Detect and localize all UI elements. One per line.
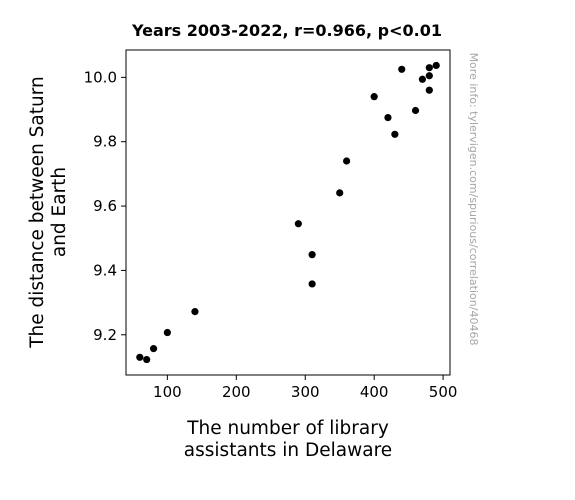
data-point — [425, 64, 433, 72]
source-note: More info: tylervigen.com/spurious/corre… — [467, 53, 480, 346]
chart-title: Years 2003-2022, r=0.966, p<0.01 — [131, 21, 442, 40]
data-point — [136, 353, 144, 361]
x-tick-label: 400 — [360, 383, 389, 401]
x-axis-label-line-2: assistants in Delaware — [184, 440, 392, 461]
data-point — [336, 189, 344, 197]
data-points — [136, 61, 440, 364]
plot-area — [125, 49, 451, 376]
data-point — [425, 86, 433, 94]
data-point — [294, 220, 302, 228]
x-tick-label: 200 — [222, 383, 251, 401]
data-point — [143, 355, 151, 364]
data-point — [191, 308, 199, 316]
y-axis: 9.2 9.4 9.6 9.8 10.0 — [84, 68, 126, 344]
data-point — [411, 106, 420, 115]
y-tick-label: 9.6 — [93, 197, 117, 215]
x-tick-label: 100 — [153, 383, 182, 401]
y-tick-label: 9.4 — [93, 261, 117, 279]
x-tick-label: 500 — [429, 383, 458, 401]
data-point — [370, 93, 378, 101]
x-axis: 100 200 300 400 500 — [153, 375, 457, 401]
data-point — [308, 251, 316, 259]
data-point — [163, 328, 171, 337]
data-point — [391, 130, 399, 138]
data-point — [425, 72, 433, 80]
data-point — [308, 280, 316, 288]
data-point — [384, 113, 392, 122]
data-point — [432, 61, 440, 70]
y-axis-label-line-2: and Earth — [49, 167, 70, 257]
y-axis-label-line-1: The distance between Saturn — [27, 76, 48, 349]
x-tick-label: 300 — [291, 383, 320, 401]
y-tick-label: 9.8 — [93, 133, 117, 151]
data-point — [149, 345, 158, 353]
data-point — [342, 157, 351, 165]
data-point — [398, 65, 406, 73]
data-point — [418, 75, 427, 83]
x-axis-label-line-1: The number of library — [186, 418, 389, 439]
y-tick-label: 10.0 — [84, 68, 117, 86]
y-tick-label: 9.2 — [93, 326, 117, 344]
